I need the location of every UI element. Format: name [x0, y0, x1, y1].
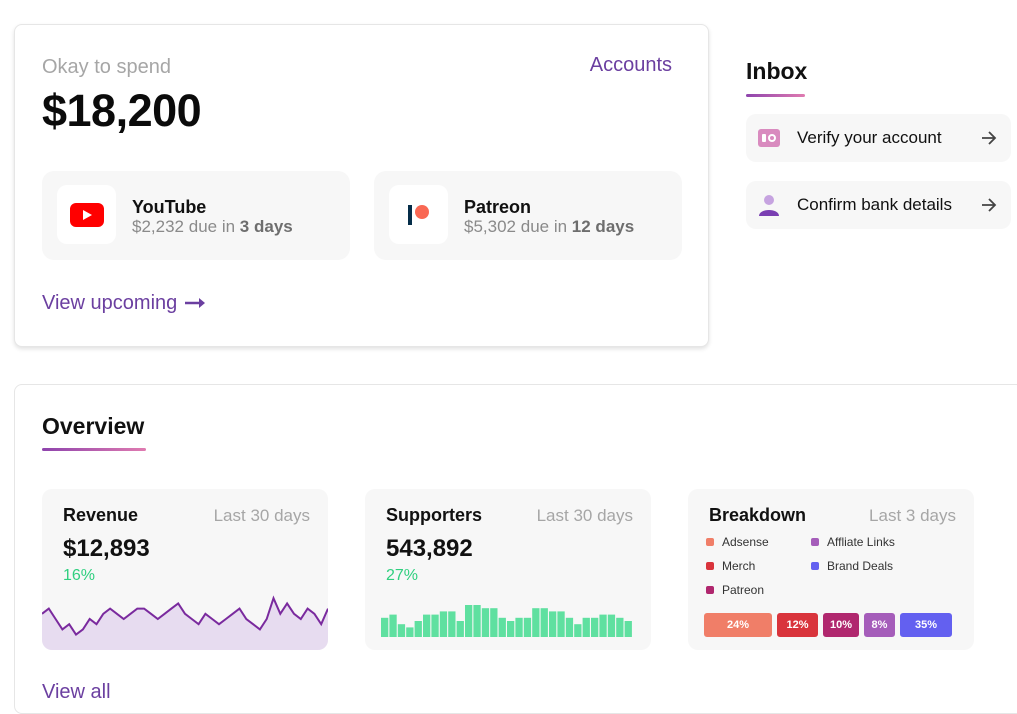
overview-title: Overview	[42, 413, 145, 439]
supporters-bar	[507, 621, 515, 637]
legend-label: Merch	[722, 559, 756, 573]
breakdown-segment: 8%	[864, 613, 895, 637]
revenue-card[interactable]: Revenue Last 30 days $12,893 16%	[42, 489, 328, 650]
bill-due: $5,302 due in 12 days	[464, 217, 635, 236]
supporters-bar	[565, 617, 574, 637]
spend-amount: $18,200	[42, 85, 202, 136]
revenue-line	[42, 595, 328, 637]
supporters-bar	[431, 614, 439, 637]
patreon-logo	[389, 185, 448, 244]
supporters-bar	[532, 608, 540, 637]
stat-title: Breakdown	[709, 505, 807, 525]
legend-label: Brand Deals	[827, 559, 894, 573]
bill-youtube[interactable]: YouTube $2,232 due in 3 days	[42, 171, 350, 260]
bill-due: $2,232 due in 3 days	[132, 217, 293, 236]
supporters-bar-chart	[381, 605, 632, 637]
supporters-bar	[523, 617, 532, 637]
accounts-link[interactable]: Accounts	[589, 54, 672, 76]
supporters-bar	[574, 624, 582, 637]
overview-card: Overview Revenue Last 30 days $12,893 16…	[14, 384, 1017, 714]
supporters-bar	[591, 617, 599, 637]
overview-underline	[42, 448, 146, 451]
inbox-title: Inbox	[746, 58, 808, 84]
revenue-area	[42, 598, 328, 650]
legend-dot	[706, 538, 714, 546]
legend-dot	[811, 562, 819, 570]
inbox-item-verify-account[interactable]: Verify your account	[746, 114, 1011, 162]
supporters-bar	[624, 621, 632, 637]
view-upcoming-label: View upcoming	[42, 292, 178, 314]
legend-dot	[706, 562, 714, 570]
supporters-bar	[498, 617, 506, 637]
youtube-logo	[57, 185, 116, 244]
stat-period: Last 30 days	[536, 506, 633, 525]
supporters-bar	[515, 617, 523, 637]
inbox-underline	[746, 94, 805, 97]
legend-label: Adsense	[722, 535, 769, 549]
legend-item-adsense: Adsense	[706, 535, 769, 549]
arrow-right-icon	[185, 292, 206, 315]
breakdown-segment: 35%	[900, 613, 952, 637]
supporters-bar	[389, 614, 397, 637]
breakdown-segment: 10%	[823, 613, 859, 637]
stat-period: Last 3 days	[869, 506, 956, 525]
supporters-bar	[481, 608, 490, 637]
bill-name: Patreon	[464, 197, 532, 217]
breakdown-segment: 12%	[777, 613, 818, 637]
breakdown-bars: 24% 12% 10% 8% 35%	[704, 613, 952, 637]
supporters-bar	[414, 621, 422, 637]
legend-dot	[706, 586, 714, 594]
legend-item-brand-deals: Brand Deals	[811, 559, 893, 573]
stat-title: Revenue	[63, 505, 139, 525]
inbox-item-label: Verify your account	[797, 128, 942, 147]
legend-label: Affliate Links	[827, 535, 895, 549]
stat-value: $12,893	[63, 535, 150, 562]
supporters-bar	[423, 614, 431, 637]
arrow-right-icon	[979, 195, 999, 215]
stat-change: 27%	[386, 567, 419, 584]
spend-label: Okay to spend	[42, 56, 171, 78]
legend-item-patreon: Patreon	[706, 583, 764, 597]
supporters-bar	[490, 608, 498, 637]
stat-title: Supporters	[386, 505, 483, 525]
supporters-bar	[473, 605, 481, 637]
breakdown-segment: 24%	[704, 613, 772, 637]
bill-patreon[interactable]: Patreon $5,302 due in 12 days	[374, 171, 682, 260]
supporters-bar	[397, 624, 406, 637]
inbox-item-confirm-bank[interactable]: Confirm bank details	[746, 181, 1011, 229]
stat-change: 16%	[63, 567, 96, 584]
supporters-bar	[557, 611, 565, 637]
stat-period: Last 30 days	[213, 506, 310, 525]
supporters-bar	[616, 617, 624, 637]
view-upcoming-link[interactable]: View upcoming	[42, 292, 206, 315]
arrow-right-icon	[979, 128, 999, 148]
supporters-bar	[549, 611, 557, 637]
supporters-bar	[439, 611, 448, 637]
supporters-bar	[448, 611, 456, 637]
supporters-bar	[465, 605, 473, 637]
legend-label: Patreon	[722, 583, 765, 597]
supporters-bar	[607, 614, 616, 637]
supporters-bar	[582, 617, 590, 637]
supporters-bar	[406, 627, 414, 637]
revenue-sparkline	[42, 595, 328, 650]
inbox-item-label: Confirm bank details	[797, 195, 952, 214]
id-card-icon	[758, 127, 780, 149]
supporters-bar	[540, 608, 548, 637]
supporters-card[interactable]: Supporters Last 30 days 543,892 27%	[365, 489, 651, 650]
stat-value: 543,892	[386, 535, 473, 562]
spend-card: Okay to spend $18,200 Accounts YouTube $…	[14, 24, 709, 347]
supporters-bar	[456, 621, 464, 637]
breakdown-card[interactable]: Breakdown Last 3 days Adsense Merch Patr…	[688, 489, 974, 650]
bill-name: YouTube	[132, 197, 207, 217]
supporters-bar	[599, 614, 607, 637]
supporters-bar	[381, 617, 389, 637]
legend-item-merch: Merch	[706, 559, 755, 573]
user-icon	[758, 194, 780, 216]
legend-item-affiliate-links: Affliate Links	[811, 535, 895, 549]
legend-dot	[811, 538, 819, 546]
